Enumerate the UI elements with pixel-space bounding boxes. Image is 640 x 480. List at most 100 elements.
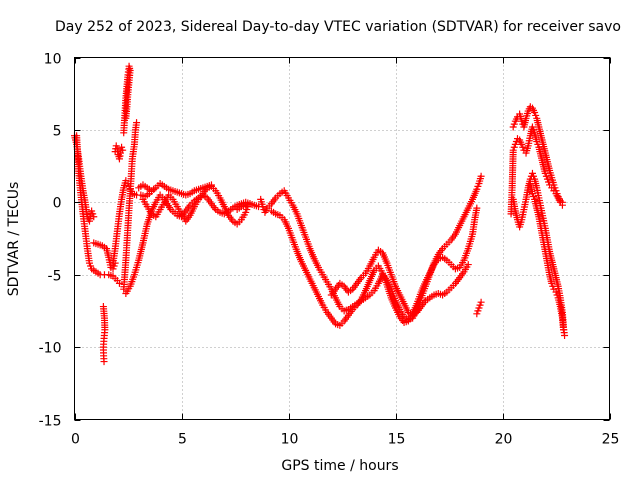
data-point-fill <box>333 296 343 308</box>
data-point-fill <box>342 284 351 294</box>
series-trace-12 <box>233 200 263 214</box>
y-tick-label: 5 <box>53 124 62 140</box>
data-point-fill <box>540 217 549 230</box>
data-point-fill <box>99 346 108 357</box>
data-point-fill <box>217 196 227 208</box>
chart-title: Day 252 of 2023, Sidereal Day-to-day VTE… <box>55 19 621 35</box>
series-trace-7 <box>120 62 134 137</box>
data-point-fill <box>538 154 547 166</box>
data-point-fill <box>414 290 424 305</box>
data-point-fill <box>333 281 342 291</box>
x-tick-label: 25 <box>602 432 620 448</box>
data-point-fill <box>329 316 338 326</box>
data-point <box>464 261 472 269</box>
data-point-fill <box>531 198 540 210</box>
data-point-fill <box>169 207 179 217</box>
y-tick-labels: -15 -10 -5 0 5 10 <box>39 52 62 430</box>
data-point-fill <box>118 186 127 201</box>
data-point-fill <box>179 212 188 223</box>
data-point-fill <box>302 235 313 250</box>
data-point-fill <box>282 189 291 200</box>
data-point-fill <box>508 148 517 190</box>
data-point-fill <box>540 143 549 155</box>
series-trace-15 <box>327 246 472 319</box>
data-point-fill <box>465 233 476 250</box>
data-point-fill <box>516 112 525 123</box>
data-point-fill <box>307 247 317 261</box>
data-point-fill <box>307 277 317 290</box>
data-point-fill <box>105 256 114 269</box>
data-point <box>90 213 98 221</box>
data-point-fill <box>183 203 193 213</box>
data-point-fill <box>533 206 542 219</box>
data-point-fill <box>535 145 544 158</box>
data-point-fill <box>213 189 223 200</box>
data-point-fill <box>525 134 534 147</box>
data-point-fill <box>397 293 407 305</box>
data-point-fill <box>452 224 463 236</box>
data-point <box>119 146 127 154</box>
data-point-fill <box>516 218 525 229</box>
data-point-fill <box>153 193 163 204</box>
data-points <box>71 62 569 366</box>
data-point-fill <box>512 209 521 222</box>
data-point-fill <box>546 169 555 179</box>
data-point-fill <box>363 264 372 275</box>
data-point <box>207 181 215 189</box>
data-point-fill <box>397 315 407 325</box>
data-point-fill <box>320 273 330 284</box>
y-axis-label: SDTVAR / TECUs <box>6 182 22 297</box>
data-point-fill <box>281 218 291 230</box>
data-point-fill <box>342 313 351 323</box>
series-trace-16 <box>473 298 485 318</box>
x-tick-label: 15 <box>388 432 406 448</box>
x-tick-label: 10 <box>281 432 299 448</box>
data-point-fill <box>520 116 530 129</box>
data-point-fill <box>311 257 321 269</box>
data-point-fill <box>187 205 197 217</box>
data-point-fill <box>531 131 540 143</box>
series-trace-10 <box>135 179 215 199</box>
data-point <box>559 326 567 334</box>
data-point-fill <box>200 186 210 196</box>
data-point-fill <box>520 198 530 211</box>
data-point <box>122 114 130 122</box>
series-trace-20 <box>526 181 567 334</box>
data-point-fill <box>544 160 553 172</box>
data-point-fill <box>286 196 295 207</box>
data-point-fill <box>542 151 551 164</box>
data-point-fill <box>423 271 433 284</box>
data-point-fill <box>393 284 403 297</box>
data-point-fill <box>401 302 411 314</box>
data-point <box>473 204 481 212</box>
data-point-fill <box>124 65 133 76</box>
data-point-fill <box>183 213 193 223</box>
data-point-fill <box>457 259 467 269</box>
data-point-fill <box>303 269 313 281</box>
data-point-fill <box>367 255 377 268</box>
series-trace-6 <box>111 142 127 163</box>
data-point-fill <box>140 222 151 244</box>
data-point-fill <box>406 312 415 323</box>
data-point-fill <box>140 198 150 208</box>
data-point-fill <box>298 224 309 239</box>
data-point-fill <box>145 205 154 215</box>
data-point-fill <box>149 200 159 213</box>
data-point-fill <box>376 264 385 275</box>
data-point-fill <box>527 125 536 138</box>
data-point-fill <box>114 212 123 233</box>
y-tick-label: -15 <box>39 414 62 430</box>
data-point-fill <box>533 116 542 129</box>
data-point-fill <box>372 248 381 259</box>
data-point-fill <box>523 109 531 120</box>
data-point-fill <box>393 299 403 311</box>
data-point-fill <box>127 273 138 288</box>
data-point-fill <box>129 143 138 160</box>
data-point <box>561 332 569 340</box>
data-point-fill <box>362 279 373 293</box>
series-trace-18 <box>509 103 566 206</box>
data-point-fill <box>290 238 300 253</box>
data-point-fill <box>527 183 536 195</box>
data-point-fill <box>384 283 395 300</box>
y-tick-label: -10 <box>39 341 62 357</box>
